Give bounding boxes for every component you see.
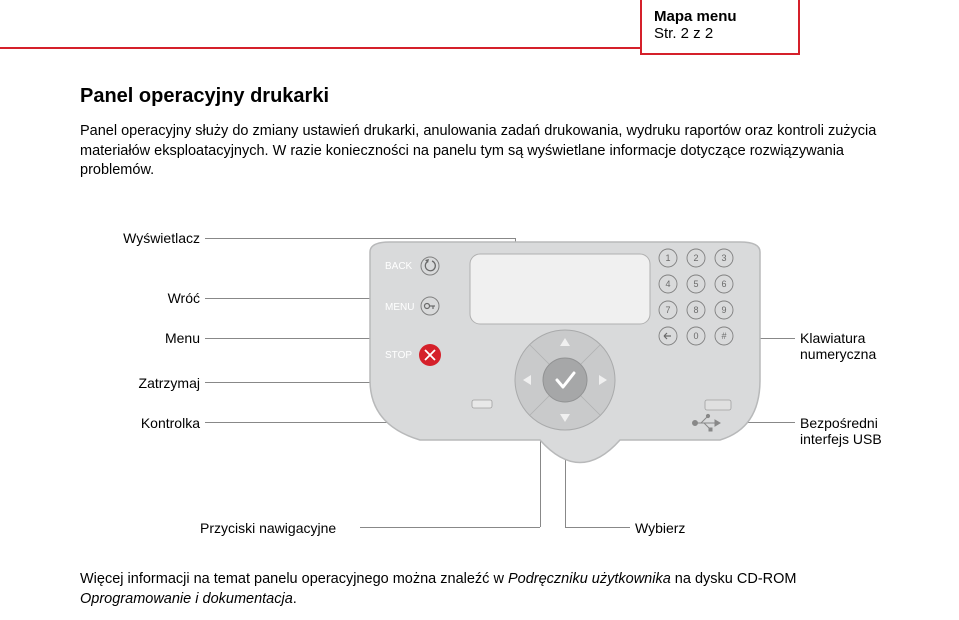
- leader-select-h: [565, 527, 630, 528]
- keypad-key-label: 5: [693, 279, 698, 289]
- nav-disc: [515, 330, 615, 430]
- callout-nav: Przyciski nawigacyjne: [200, 520, 360, 536]
- header-subtitle: Str. 2 z 2: [654, 25, 786, 42]
- stop-label: STOP: [385, 350, 412, 361]
- footer-italic1: Podręczniku użytkownika: [508, 571, 671, 587]
- section-title: Panel operacyjny drukarki: [80, 85, 899, 108]
- keypad-key-label: 2: [693, 253, 698, 263]
- callout-stop: Zatrzymaj: [110, 375, 200, 391]
- keypad-key-label: 1: [665, 253, 670, 263]
- diagram-area: Wyświetlacz Wróć Menu Zatrzymaj Kontrolk…: [80, 230, 900, 530]
- usb-port: [705, 400, 731, 410]
- footer-end: .: [293, 591, 297, 607]
- callout-usb: Bezpośredni interfejs USB: [800, 415, 900, 447]
- keypad-key-label: 0: [693, 331, 698, 341]
- footer-italic2: Oprogramowanie i dokumentacja: [80, 591, 293, 607]
- keypad-key-label: #: [721, 331, 726, 341]
- header-title: Mapa menu: [654, 8, 786, 25]
- keypad-key-label: 3: [721, 253, 726, 263]
- printer-panel-illustration: BACK MENU STOP 1: [350, 230, 780, 490]
- footer-pre: Więcej informacji na temat panelu operac…: [80, 571, 508, 587]
- leader-nav-h: [360, 527, 540, 528]
- callout-menu: Menu: [110, 330, 200, 346]
- lcd-screen: [470, 254, 650, 324]
- footer-text: Więcej informacji na temat panelu operac…: [80, 570, 899, 609]
- callout-light: Kontrolka: [110, 415, 200, 431]
- back-label: BACK: [385, 261, 413, 272]
- header-box: Mapa menu Str. 2 z 2: [640, 0, 800, 55]
- content-block: Panel operacyjny drukarki Panel operacyj…: [80, 85, 899, 191]
- section-paragraph: Panel operacyjny służy do zmiany ustawie…: [80, 122, 899, 181]
- keypad-key-label: 6: [721, 279, 726, 289]
- indicator-light: [472, 400, 492, 408]
- callout-back: Wróć: [110, 290, 200, 306]
- menu-label: MENU: [385, 302, 414, 313]
- callout-select: Wybierz: [635, 520, 715, 536]
- keypad-key-label: 8: [693, 305, 698, 315]
- keypad-key-label: 4: [665, 279, 670, 289]
- header-rule: [0, 47, 640, 49]
- callout-keypad: Klawiatura numeryczna: [800, 330, 900, 362]
- callout-display: Wyświetlacz: [110, 230, 200, 246]
- footer-post: na dysku CD-ROM: [671, 571, 797, 587]
- keypad-key-label: 7: [665, 305, 670, 315]
- keypad-key-label: 9: [721, 305, 726, 315]
